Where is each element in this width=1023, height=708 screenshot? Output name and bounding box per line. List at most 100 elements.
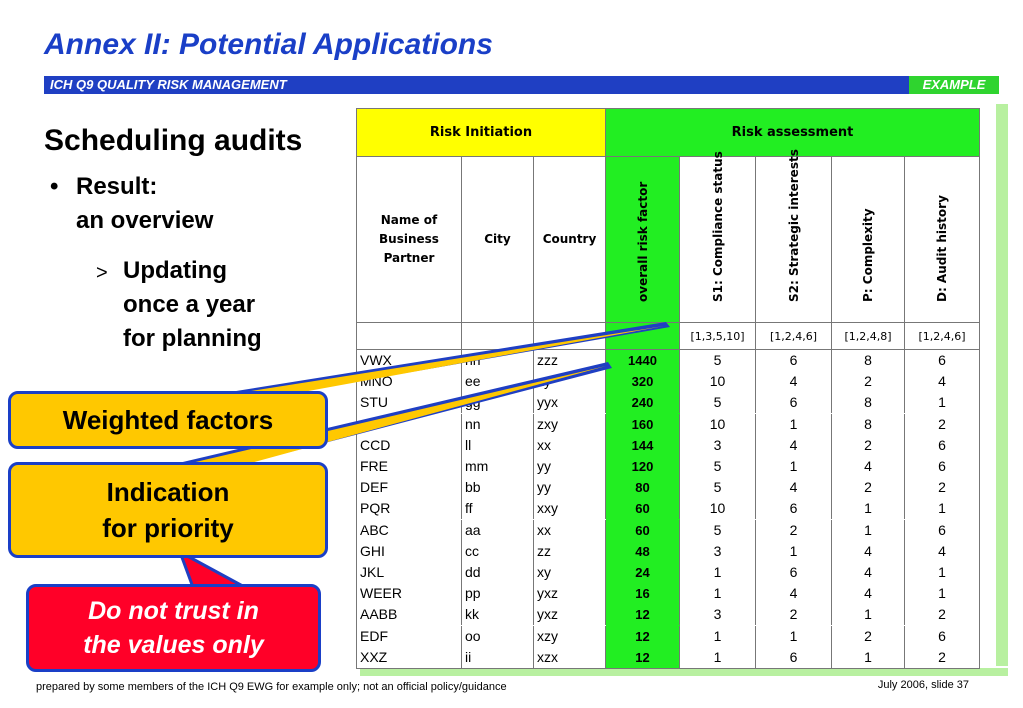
cell-d: 1 bbox=[938, 394, 946, 411]
cell-d: 2 bbox=[938, 648, 946, 665]
cell-p: 1 bbox=[832, 604, 905, 626]
cell-city: pp bbox=[462, 583, 534, 605]
cell-overall: 120 bbox=[606, 456, 680, 477]
weights-blank bbox=[606, 323, 680, 350]
weighted-pointer bbox=[230, 322, 670, 392]
cell-city: oo bbox=[462, 625, 534, 647]
indication-line1: Indication bbox=[106, 477, 230, 507]
cell-s2: 1 bbox=[756, 413, 832, 435]
cell-country: xzy bbox=[534, 625, 606, 647]
cell-p: 4 bbox=[832, 456, 905, 477]
cell-country: yy bbox=[534, 477, 606, 499]
cell-s1: 1 bbox=[680, 562, 756, 583]
risk-initiation-header: Risk Initiation bbox=[357, 109, 606, 157]
weights-blank bbox=[357, 323, 462, 350]
column-p-header: P: Complexity bbox=[832, 157, 905, 323]
cell-overall: 80 bbox=[606, 477, 680, 499]
cell-p: 2 bbox=[832, 477, 905, 499]
indication-line2: for priority bbox=[102, 513, 234, 543]
cell-overall: 1440 bbox=[606, 350, 680, 371]
cell-s1: 10 bbox=[680, 371, 756, 393]
slide-title: Annex II: Potential Applications bbox=[44, 28, 493, 61]
cell-p: 2 bbox=[832, 371, 905, 393]
warning-line1: Do not trust in bbox=[88, 597, 259, 625]
sub-bullet-marker: > bbox=[96, 262, 108, 284]
table-shadow-right bbox=[996, 104, 1008, 666]
column-name-line3: Partner bbox=[383, 251, 435, 265]
cell-overall: 16 bbox=[606, 583, 680, 605]
cell-s2: 6 bbox=[756, 498, 832, 520]
footer-slide-info: July 2006, slide 37 bbox=[877, 679, 969, 691]
cell-city: dd bbox=[462, 562, 534, 583]
cell-p: 1 bbox=[832, 498, 905, 520]
cell-overall: 12 bbox=[606, 625, 680, 647]
bullet-dot: • bbox=[50, 173, 59, 200]
cell-s1: 10 bbox=[680, 498, 756, 520]
cell-d: 4 bbox=[938, 373, 946, 390]
cell-name: XXZ bbox=[357, 646, 462, 668]
table-row: AABB kk yxz 12 3 2 1 2 bbox=[357, 604, 979, 626]
cell-p: 8 bbox=[832, 413, 905, 435]
cell-name: JKL bbox=[357, 562, 462, 583]
weighted-factors-callout: Weighted factors bbox=[8, 391, 328, 449]
cell-d: 1 bbox=[938, 564, 946, 580]
cell-p: 1 bbox=[832, 519, 905, 541]
cell-s1: 5 bbox=[680, 519, 756, 541]
cell-d: 6 bbox=[938, 352, 946, 368]
cell-overall: 60 bbox=[606, 519, 680, 541]
cell-d: 1 bbox=[938, 585, 946, 602]
cell-s2: 4 bbox=[756, 583, 832, 605]
cell-p: 4 bbox=[832, 583, 905, 605]
header-band: ICH Q9 QUALITY RISK MANAGEMENT EXAMPLE bbox=[44, 76, 999, 94]
cell-country: yxz bbox=[534, 604, 606, 626]
cell-s2: 4 bbox=[756, 434, 832, 456]
column-s1-header: S1: Compliance status bbox=[680, 151, 756, 323]
cell-country: yxz bbox=[534, 583, 606, 605]
column-name-line1: Name of bbox=[380, 213, 438, 227]
cell-s2: 1 bbox=[756, 540, 832, 562]
bullet-text-line1: Result: bbox=[76, 173, 158, 200]
cell-city: ii bbox=[462, 646, 534, 668]
cell-s1: 5 bbox=[680, 477, 756, 499]
section-heading: Scheduling audits bbox=[44, 124, 303, 157]
weight-p: [1,2,4,8] bbox=[832, 323, 905, 350]
cell-s1: 5 bbox=[680, 456, 756, 477]
column-country-header: Country bbox=[534, 157, 606, 323]
cell-d: 6 bbox=[938, 627, 946, 644]
cell-overall: 320 bbox=[606, 371, 680, 393]
weight-s1: [1,3,5,10] bbox=[680, 323, 756, 350]
table-row: EDF oo xzy 12 1 1 2 6 bbox=[357, 625, 979, 647]
cell-s1: 10 bbox=[680, 413, 756, 435]
cell-country: xxy bbox=[534, 498, 606, 520]
cell-s2: 2 bbox=[756, 519, 832, 541]
cell-city: kk bbox=[462, 604, 534, 626]
sub-bullet-line3: for planning bbox=[123, 325, 262, 352]
table-row: GHI cc zz 48 3 1 4 4 bbox=[357, 540, 979, 562]
table-row: nn zxy 160 10 1 8 2 bbox=[357, 413, 979, 435]
cell-country: zzz bbox=[534, 350, 606, 371]
weight-s2: [1,2,4,6] bbox=[756, 323, 832, 350]
bullet-text-line2: an overview bbox=[76, 207, 214, 234]
cell-name: WEER bbox=[357, 583, 462, 605]
cell-overall: 144 bbox=[606, 434, 680, 456]
cell-s2: 4 bbox=[756, 371, 832, 393]
column-name-line2: Business bbox=[379, 232, 439, 246]
cell-s1: 3 bbox=[680, 540, 756, 562]
cell-name: PQR bbox=[357, 498, 462, 520]
warning-callout: Do not trust in the values only bbox=[26, 584, 321, 672]
cell-overall: 48 bbox=[606, 540, 680, 562]
cell-name: CCD bbox=[357, 434, 462, 456]
cell-d: 6 bbox=[938, 458, 946, 474]
weighted-pointer-fill bbox=[232, 326, 664, 394]
overall-column-highlight bbox=[606, 157, 680, 668]
cell-s2: 2 bbox=[756, 604, 832, 626]
cell-d: 2 bbox=[938, 606, 946, 623]
cell-s1: 3 bbox=[680, 434, 756, 456]
cell-city: ll bbox=[462, 434, 534, 456]
cell-overall: 24 bbox=[606, 562, 680, 583]
cell-p: 2 bbox=[832, 434, 905, 456]
table-row: DEF bb yy 80 5 4 2 2 bbox=[357, 477, 979, 499]
cell-name: DEF bbox=[357, 477, 462, 499]
cell-s2: 6 bbox=[756, 392, 832, 414]
column-d-header: D: Audit history bbox=[905, 157, 979, 323]
